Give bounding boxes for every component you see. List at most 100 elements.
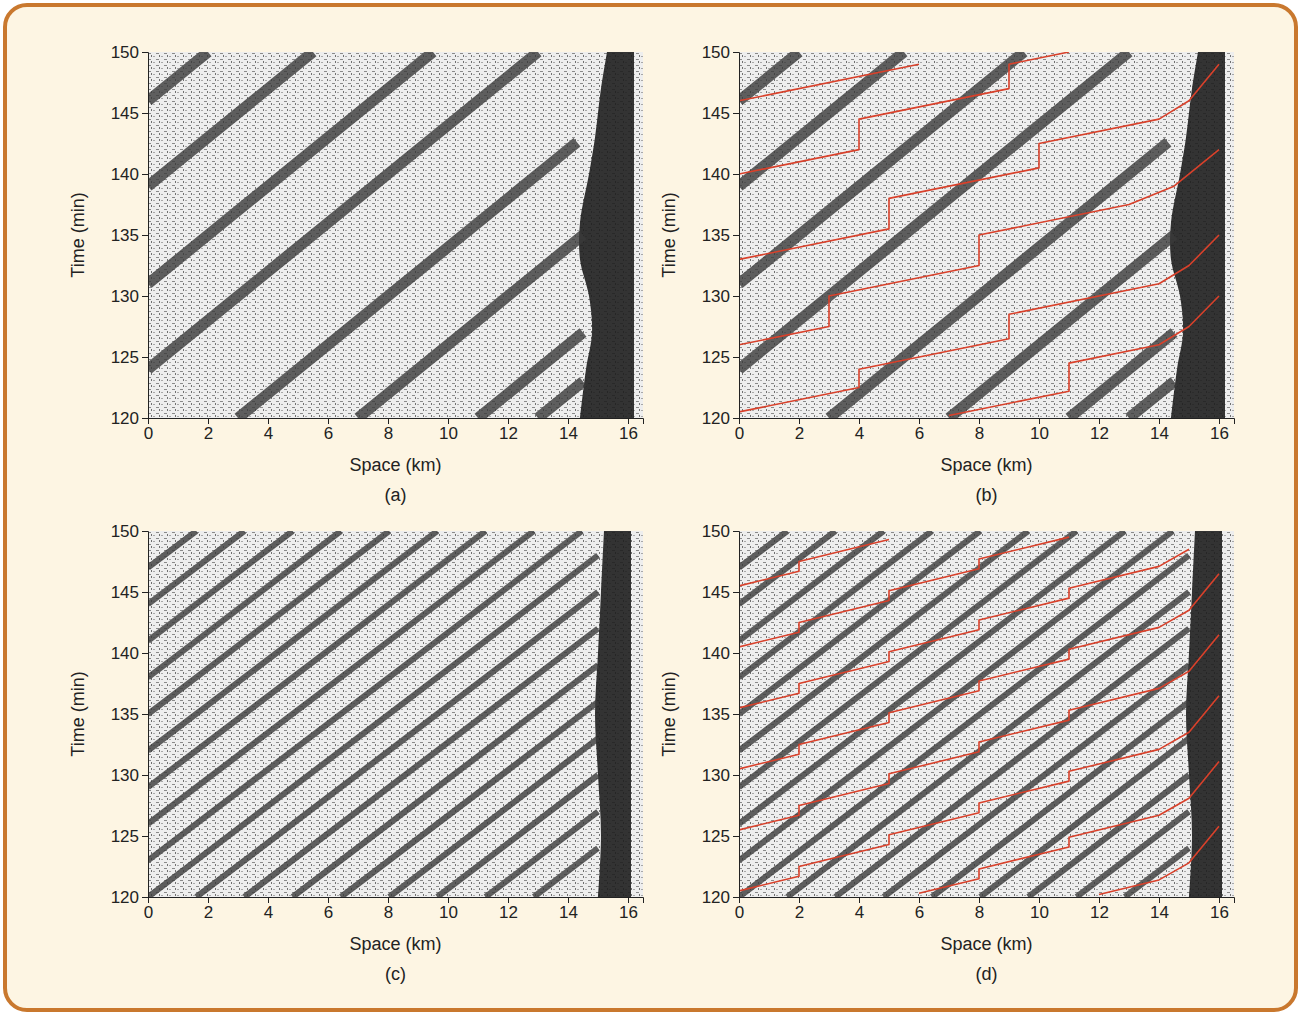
x-tick-label: 6: [915, 903, 924, 922]
y-axis-line: [142, 532, 149, 898]
y-tick-label: 145: [702, 583, 730, 602]
x-tick-label: 12: [1090, 424, 1109, 443]
y-tick-label: 120: [111, 888, 139, 907]
x-axis-title: Space (km): [349, 934, 441, 954]
x-tick: 4: [855, 418, 864, 443]
bottleneck-area: [595, 531, 631, 897]
x-tick: 8: [384, 418, 393, 443]
x-tick: 16: [619, 418, 638, 443]
y-tick: 145: [702, 104, 739, 123]
x-tick: 14: [559, 418, 578, 443]
y-tick: 125: [111, 827, 148, 846]
wave-band: [739, 531, 1189, 897]
x-tick: 6: [324, 418, 333, 443]
x-tick: 10: [439, 897, 458, 922]
x-tick: 8: [384, 897, 393, 922]
figure-frame: [5, 5, 1296, 1010]
y-tick-mark: [142, 296, 148, 297]
x-tick-label: 16: [619, 903, 638, 922]
x-tick: 6: [915, 897, 924, 922]
y-tick-mark: [142, 357, 148, 358]
x-tick: 8: [975, 418, 984, 443]
trajectory-line: [739, 696, 1219, 891]
x-tick-label: 0: [735, 424, 744, 443]
trajectory-line: [739, 52, 1069, 174]
x-tick-label: 6: [324, 903, 333, 922]
x-tick-label: 4: [264, 903, 273, 922]
y-tick: 125: [111, 348, 148, 367]
x-tick: 14: [559, 897, 578, 922]
plot-background: [148, 531, 643, 897]
x-tick-label: 12: [1090, 903, 1109, 922]
y-tick-label: 150: [111, 522, 139, 541]
x-tick: 12: [1090, 897, 1109, 922]
x-axis: 0246810121416: [735, 418, 1235, 443]
y-tick-mark: [733, 653, 739, 654]
y-axis-line: [733, 53, 740, 419]
x-tick-label: 10: [1030, 424, 1049, 443]
trajectory-line: [739, 64, 1219, 259]
x-axis-title: Space (km): [940, 934, 1032, 954]
x-tick: 16: [1210, 897, 1229, 922]
x-tick: 12: [1090, 418, 1109, 443]
trajectory-line: [919, 762, 1219, 894]
y-tick-mark: [733, 296, 739, 297]
y-tick: 125: [702, 827, 739, 846]
y-tick-label: 125: [111, 827, 139, 846]
y-tick-label: 140: [702, 165, 730, 184]
x-tick-label: 8: [975, 903, 984, 922]
panel: 0246810121416120125130135140145150Space …: [659, 522, 1235, 984]
x-tick-label: 2: [204, 903, 213, 922]
x-tick: 0: [144, 897, 153, 922]
y-tick: 120: [111, 409, 148, 428]
x-tick-label: 16: [1210, 424, 1229, 443]
panel-label: (d): [976, 964, 998, 984]
x-tick-label: 4: [855, 903, 864, 922]
x-tick: 2: [795, 897, 804, 922]
x-axis: 0246810121416: [735, 897, 1235, 922]
x-tick-label: 10: [439, 424, 458, 443]
x-tick-label: 8: [384, 424, 393, 443]
y-tick-mark: [733, 418, 739, 419]
y-tick: 130: [111, 287, 148, 306]
wave-band: [148, 52, 583, 418]
x-tick-label: 16: [619, 424, 638, 443]
panel-label: (c): [385, 964, 406, 984]
y-tick-label: 135: [111, 226, 139, 245]
x-tick-label: 10: [1030, 903, 1049, 922]
x-tick: 2: [795, 418, 804, 443]
y-tick-label: 125: [702, 827, 730, 846]
x-tick: 0: [735, 897, 744, 922]
y-tick: 130: [702, 287, 739, 306]
y-tick: 135: [702, 226, 739, 245]
x-tick: 14: [1150, 418, 1169, 443]
y-tick-label: 135: [702, 226, 730, 245]
y-tick-label: 130: [111, 766, 139, 785]
y-axis: 120125130135140145150: [702, 43, 740, 428]
x-tick: 10: [439, 418, 458, 443]
y-tick: 145: [111, 583, 148, 602]
y-tick-mark: [733, 531, 739, 532]
y-tick: 145: [111, 104, 148, 123]
x-tick: 10: [1030, 418, 1049, 443]
y-tick-label: 140: [111, 165, 139, 184]
y-tick-label: 140: [111, 644, 139, 663]
x-tick: 4: [264, 897, 273, 922]
y-axis-title: Time (min): [68, 192, 88, 277]
panel: 0246810121416120125130135140145150Space …: [68, 43, 644, 505]
x-tick-label: 12: [499, 424, 518, 443]
plot-area: [148, 531, 643, 897]
x-axis: 0246810121416: [144, 897, 644, 922]
canvas-svg: 0246810121416120125130135140145150Space …: [0, 0, 1301, 1015]
x-tick: 16: [619, 897, 638, 922]
y-tick: 150: [702, 43, 739, 62]
y-tick: 120: [111, 888, 148, 907]
trajectory-line: [739, 64, 919, 101]
plot-area: [148, 52, 643, 418]
x-tick-label: 6: [324, 424, 333, 443]
x-axis-title: Space (km): [349, 455, 441, 475]
x-tick-label: 16: [1210, 903, 1229, 922]
y-tick-label: 140: [702, 644, 730, 663]
y-tick: 150: [111, 43, 148, 62]
x-tick: 2: [204, 897, 213, 922]
